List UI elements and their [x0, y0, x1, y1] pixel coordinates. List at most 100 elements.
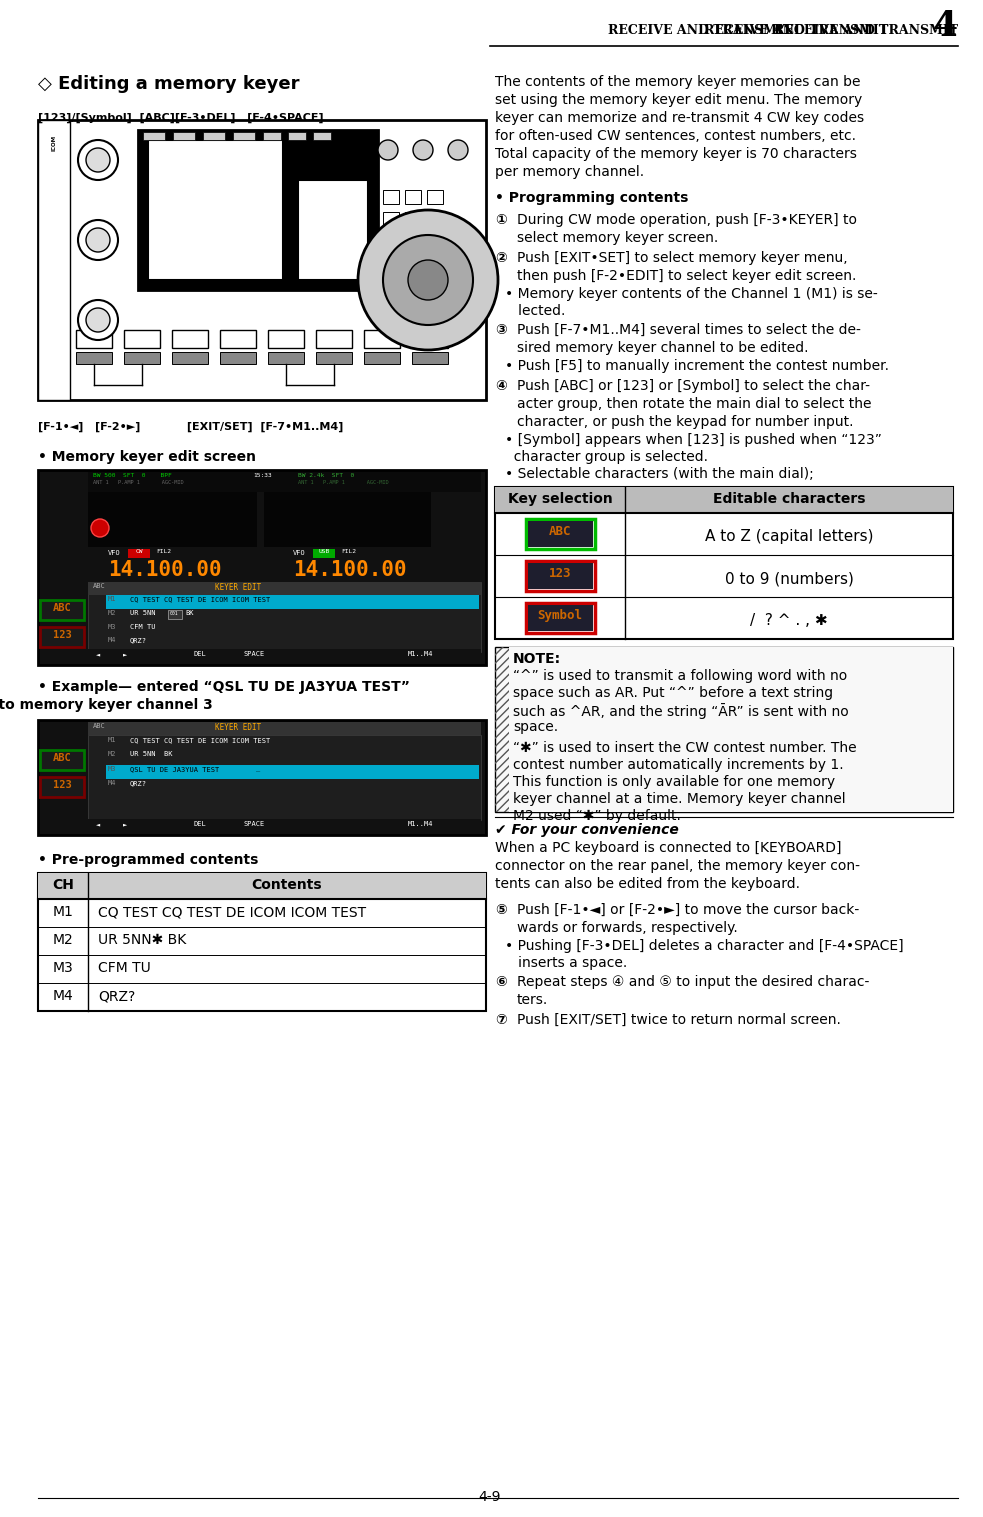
Text: 4-9: 4-9 — [479, 1490, 501, 1503]
Text: M2: M2 — [53, 933, 74, 947]
Text: • Example— entered “QSL TU DE JA3YUA TEST”: • Example— entered “QSL TU DE JA3YUA TES… — [38, 680, 410, 693]
Text: lected.: lected. — [505, 303, 565, 319]
Text: connector on the rear panel, the memory keyer con-: connector on the rear panel, the memory … — [495, 859, 860, 872]
Circle shape — [91, 519, 109, 537]
Bar — [40, 749, 84, 771]
Bar — [528, 605, 593, 631]
Text: M2: M2 — [108, 610, 117, 616]
Bar — [220, 331, 256, 347]
Text: character group is selected.: character group is selected. — [505, 451, 708, 464]
Text: ⑤: ⑤ — [495, 903, 507, 916]
Text: CW: CW — [136, 549, 143, 554]
Text: M2 used “✱” by default.: M2 used “✱” by default. — [513, 809, 681, 824]
Bar — [509, 646, 953, 812]
Bar — [168, 610, 182, 619]
Text: BW 2.4k  SFT  0: BW 2.4k SFT 0 — [298, 473, 354, 478]
Text: VFO: VFO — [293, 551, 306, 557]
Text: space.: space. — [513, 721, 558, 734]
Text: SPACE: SPACE — [243, 651, 264, 657]
Text: M1: M1 — [108, 596, 117, 602]
Bar — [383, 212, 399, 226]
Text: 14.100.00: 14.100.00 — [108, 560, 221, 579]
Text: select memory keyer screen.: select memory keyer screen. — [517, 231, 719, 246]
Bar — [316, 331, 352, 347]
Text: DEL: DEL — [193, 821, 205, 827]
Bar — [38, 120, 70, 400]
Bar — [88, 722, 481, 736]
Text: ABC: ABC — [53, 602, 72, 613]
Text: The contents of the memory keyer memories can be: The contents of the memory keyer memorie… — [495, 74, 860, 90]
Bar — [526, 602, 595, 633]
Text: Push [ABC] or [123] or [Symbol] to select the char-: Push [ABC] or [123] or [Symbol] to selec… — [517, 379, 870, 393]
Text: “✱” is used to insert the CW contest number. The: “✱” is used to insert the CW contest num… — [513, 740, 856, 755]
Text: KEYER EDIT: KEYER EDIT — [215, 724, 261, 733]
Text: During CW mode operation, push [F-3•KEYER] to: During CW mode operation, push [F-3•KEYE… — [517, 212, 857, 228]
Circle shape — [86, 228, 110, 252]
Bar — [143, 132, 165, 140]
Circle shape — [358, 209, 498, 350]
Text: NOTE:: NOTE: — [513, 652, 561, 666]
Circle shape — [383, 235, 473, 325]
Bar — [40, 777, 84, 796]
Text: QRZ?: QRZ? — [130, 637, 147, 643]
Text: acter group, then rotate the main dial to select the: acter group, then rotate the main dial t… — [517, 397, 872, 411]
Text: A to Z (capital letters): A to Z (capital letters) — [705, 529, 873, 545]
Text: _: _ — [256, 766, 260, 772]
Text: ◄: ◄ — [96, 651, 100, 657]
Bar — [106, 595, 479, 608]
Text: 14.100.00: 14.100.00 — [293, 560, 407, 579]
Text: ◄: ◄ — [96, 821, 100, 827]
Circle shape — [408, 259, 448, 300]
Text: Push [EXIT•SET] to select memory keyer menu,: Push [EXIT•SET] to select memory keyer m… — [517, 250, 847, 265]
Bar — [263, 132, 281, 140]
Text: per memory channel.: per memory channel. — [495, 165, 644, 179]
Text: RECEIVE AND TRANSMIT: RECEIVE AND TRANSMIT — [608, 23, 792, 36]
Text: 15:33: 15:33 — [253, 473, 271, 478]
Bar — [288, 132, 306, 140]
Bar — [76, 352, 112, 364]
Text: SPACE: SPACE — [243, 821, 264, 827]
Bar — [264, 492, 431, 548]
Text: • [Symbol] appears when [123] is pushed when “123”: • [Symbol] appears when [123] is pushed … — [505, 432, 882, 448]
Bar — [88, 736, 481, 821]
Text: CQ TEST CQ TEST DE ICOM ICOM TEST: CQ TEST CQ TEST DE ICOM ICOM TEST — [130, 737, 270, 743]
Text: ►: ► — [123, 821, 127, 827]
Text: BW 500  SFT  0    BPF: BW 500 SFT 0 BPF — [93, 473, 172, 478]
Text: BK: BK — [185, 610, 194, 616]
Text: • Pre-programmed contents: • Pre-programmed contents — [38, 853, 259, 868]
Bar — [268, 352, 304, 364]
Bar — [88, 649, 481, 663]
Text: space such as AR. Put “^” before a text string: space such as AR. Put “^” before a text … — [513, 686, 834, 699]
Text: ANT 1   P.AMP 1       AGC-MID: ANT 1 P.AMP 1 AGC-MID — [298, 479, 388, 485]
Text: ABC: ABC — [549, 525, 571, 539]
Text: [123]/[Symbol]  [ABC][F-3•DEL]   [F-4•SPACE]: [123]/[Symbol] [ABC][F-3•DEL] [F-4•SPACE… — [38, 112, 323, 123]
Bar — [138, 130, 378, 290]
Bar — [38, 120, 486, 400]
Circle shape — [78, 220, 118, 259]
Text: • Pushing [F-3•DEL] deletes a character and [F-4•SPACE]: • Pushing [F-3•DEL] deletes a character … — [505, 939, 903, 953]
Bar — [38, 872, 486, 900]
Text: • Memory keyer contents of the Channel 1 (M1) is se-: • Memory keyer contents of the Channel 1… — [505, 287, 878, 300]
Bar — [526, 519, 595, 549]
Bar — [495, 487, 953, 639]
Text: Contents: Contents — [252, 878, 322, 892]
Text: Total capacity of the memory keyer is 70 characters: Total capacity of the memory keyer is 70… — [495, 147, 857, 161]
Bar — [203, 132, 225, 140]
Text: ABC: ABC — [53, 752, 72, 763]
Text: CH: CH — [52, 878, 74, 892]
Text: RECEIVE AND TRANSMIT: RECEIVE AND TRANSMIT — [774, 23, 958, 36]
Text: Repeat steps ④ and ⑤ to input the desired charac-: Repeat steps ④ and ⑤ to input the desire… — [517, 975, 869, 989]
Text: ►: ► — [123, 651, 127, 657]
Bar — [405, 190, 421, 203]
Bar — [383, 234, 399, 247]
Text: ④: ④ — [495, 379, 507, 393]
Text: CFM TU: CFM TU — [130, 623, 155, 630]
Bar — [383, 190, 399, 203]
Bar — [528, 563, 593, 589]
Circle shape — [413, 140, 433, 159]
Bar — [405, 234, 421, 247]
Bar — [364, 352, 400, 364]
Text: UR 5NN✱ BK: UR 5NN✱ BK — [98, 933, 186, 947]
Text: ANT 1   P.AMP 1       AGC-MID: ANT 1 P.AMP 1 AGC-MID — [93, 479, 184, 485]
Text: Push [EXIT/SET] twice to return normal screen.: Push [EXIT/SET] twice to return normal s… — [517, 1013, 840, 1027]
